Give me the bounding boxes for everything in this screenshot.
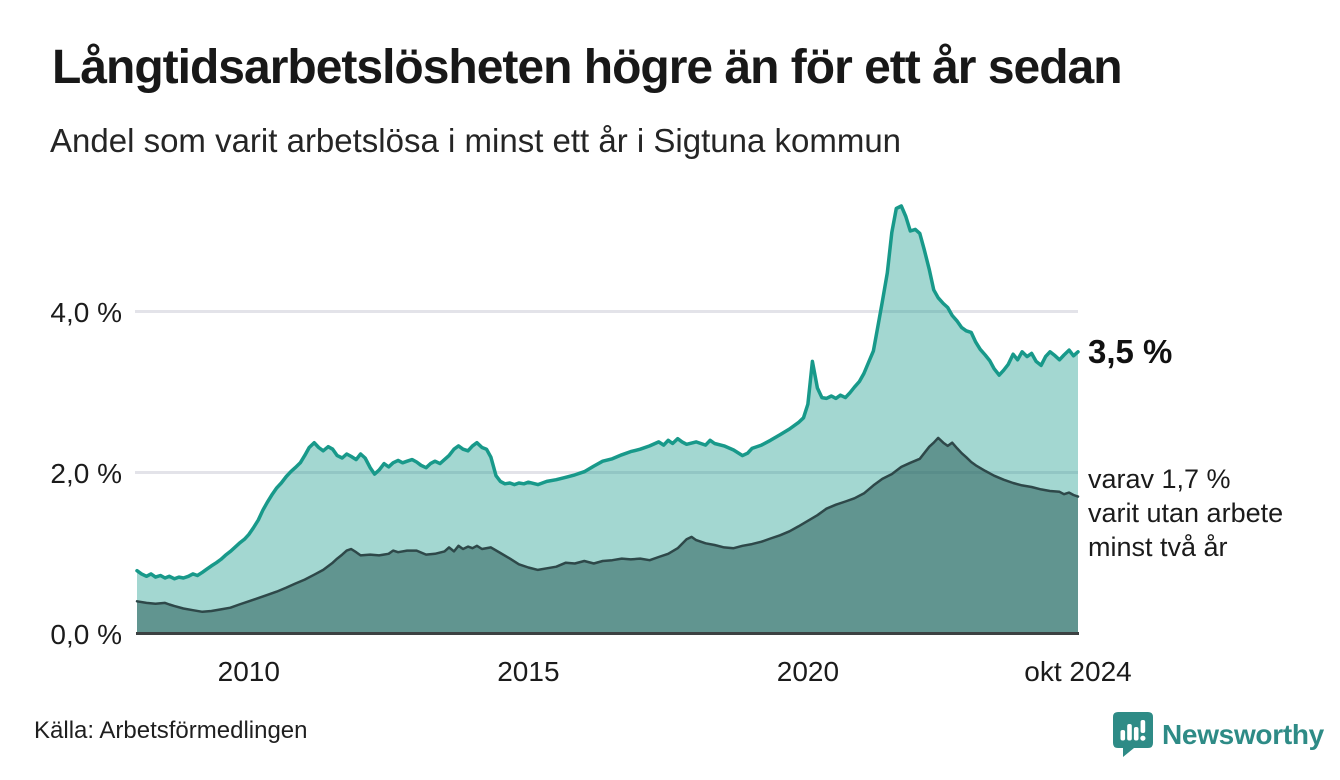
source-note: Källa: Arbetsförmedlingen bbox=[34, 717, 308, 744]
x-tick-label: 2010 bbox=[217, 656, 280, 687]
secondary-annotation-line-2: varit utan arbete bbox=[1088, 498, 1284, 528]
x-tick-label: okt 2024 bbox=[1024, 656, 1132, 687]
page-title: Långtidsarbetslösheten högre än för ett … bbox=[52, 41, 1123, 94]
y-tick-label: 4,0 % bbox=[50, 296, 122, 328]
line-unemployed-1yr bbox=[135, 204, 1080, 581]
secondary-annotation: varav 1,7 % varit utan arbete minst två … bbox=[1088, 462, 1283, 564]
y-tick-label: 0,0 % bbox=[50, 618, 122, 650]
y-tick-label: 2,0 % bbox=[50, 457, 122, 489]
area-unemployed-2yr bbox=[137, 437, 1078, 634]
line-unemployed-2yr bbox=[135, 436, 1080, 614]
brand-name: Newsworthy bbox=[1162, 718, 1324, 750]
newsworthy-bubble-icon bbox=[1113, 712, 1153, 757]
page-subtitle: Andel som varit arbetslösa i minst ett å… bbox=[50, 122, 902, 159]
end-value-label: 3,5 % bbox=[1088, 333, 1173, 370]
secondary-annotation-line-3: minst två år bbox=[1088, 532, 1228, 562]
x-tick-label: 2020 bbox=[776, 656, 840, 687]
brand-logo: Newsworthy bbox=[1113, 712, 1324, 757]
secondary-annotation-line-1: varav 1,7 % bbox=[1088, 464, 1231, 494]
x-tick-label: 2015 bbox=[497, 656, 560, 687]
